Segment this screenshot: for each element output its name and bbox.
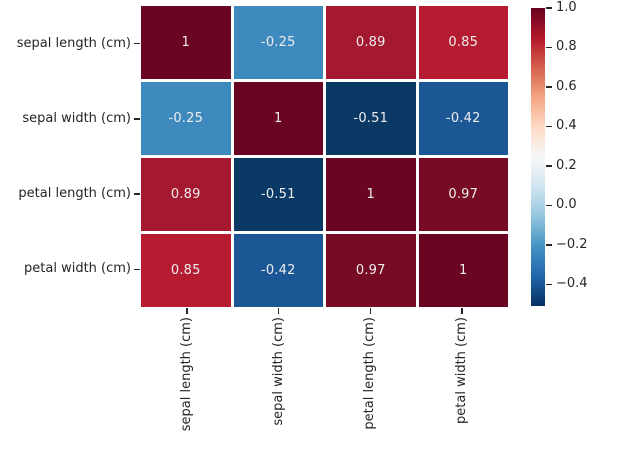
x-tick-label: petal length (cm) xyxy=(362,317,378,430)
colorbar-tick-mark xyxy=(546,204,552,207)
y-tick-mark xyxy=(134,118,140,120)
cell-value: -0.25 xyxy=(168,111,204,126)
heatmap-cell: 0.89 xyxy=(326,6,416,79)
colorbar-tick-mark xyxy=(546,165,552,167)
heatmap-cell: 1 xyxy=(418,234,508,307)
colorbar-tick-label: 0.6 xyxy=(556,78,577,94)
cell-value: 0.97 xyxy=(355,263,386,278)
y-tick-label: petal length (cm) xyxy=(18,186,131,202)
y-tick-mark xyxy=(134,268,140,271)
cell-value: -0.51 xyxy=(260,187,296,202)
colorbar-tick-mark xyxy=(546,7,552,9)
heatmap-cell: 0.85 xyxy=(141,234,231,307)
cell-value: 0.85 xyxy=(170,263,201,278)
heatmap-grid: 1 -0.25 0.89 0.85 -0.25 1 -0.51 -0.42 0.89 -0.51 1… xyxy=(141,6,508,307)
cell-value: 1 xyxy=(181,35,190,50)
y-tick-label: sepal width (cm) xyxy=(22,110,131,126)
colorbar-tick-mark xyxy=(546,86,552,88)
colorbar-tick-mark xyxy=(546,46,552,49)
x-tick-label: sepal length (cm) xyxy=(178,317,194,432)
colorbar-tick-label: −0.4 xyxy=(556,276,588,292)
y-tick-mark xyxy=(134,42,140,45)
heatmap-cell: -0.42 xyxy=(233,234,323,307)
heatmap-cell: 0.85 xyxy=(418,6,508,79)
x-tick-mark xyxy=(369,308,372,314)
cell-value: -0.42 xyxy=(260,263,296,278)
y-tick-label: petal width (cm) xyxy=(24,261,131,277)
colorbar-tick-label: 1.0 xyxy=(556,0,577,15)
x-tick-mark xyxy=(461,308,463,314)
x-tick-mark xyxy=(277,308,280,314)
heatmap-cell: 1 xyxy=(233,82,323,155)
colorbar-tick-label: 0.8 xyxy=(556,39,577,55)
heatmap-cell: 1 xyxy=(141,6,231,79)
heatmap-cell: -0.25 xyxy=(141,82,231,155)
cell-value: -0.25 xyxy=(260,35,296,50)
colorbar-tick-label: 0.4 xyxy=(556,118,577,134)
heatmap-cell: 0.89 xyxy=(141,158,231,231)
heatmap-cell: 0.97 xyxy=(326,234,416,307)
heatmap-cell: 0.97 xyxy=(418,158,508,231)
cell-value: 0.89 xyxy=(355,35,386,50)
cell-value: 1 xyxy=(274,111,283,126)
cell-value: 0.97 xyxy=(448,187,479,202)
cell-value: 0.85 xyxy=(448,35,479,50)
colorbar-tick-label: 0.0 xyxy=(556,197,577,213)
cell-value: -0.42 xyxy=(445,111,481,126)
cell-value: -0.51 xyxy=(353,111,389,126)
colorbar-tick-mark xyxy=(546,283,552,285)
colorbar-tick-mark xyxy=(546,244,552,246)
x-tick-label: sepal width (cm) xyxy=(270,317,286,426)
y-tick-label: sepal length (cm) xyxy=(16,35,131,51)
heatmap-cell: -0.51 xyxy=(326,82,416,155)
heatmap-cell: -0.25 xyxy=(233,6,323,79)
colorbar-tick-label: 0.2 xyxy=(556,157,577,173)
cell-value: 1 xyxy=(459,263,468,278)
cell-value: 0.89 xyxy=(170,187,201,202)
colorbar-gradient xyxy=(531,8,545,306)
cell-value: 1 xyxy=(366,187,375,202)
heatmap-cell: -0.42 xyxy=(418,82,508,155)
colorbar-tick-mark xyxy=(546,125,552,128)
x-tick-mark xyxy=(186,308,188,314)
heatmap-cell: 1 xyxy=(326,158,416,231)
heatmap-cell: -0.51 xyxy=(233,158,323,231)
colorbar-tick-label: −0.2 xyxy=(556,236,588,252)
x-tick-label: petal width (cm) xyxy=(454,317,470,424)
y-tick-mark xyxy=(134,193,140,195)
